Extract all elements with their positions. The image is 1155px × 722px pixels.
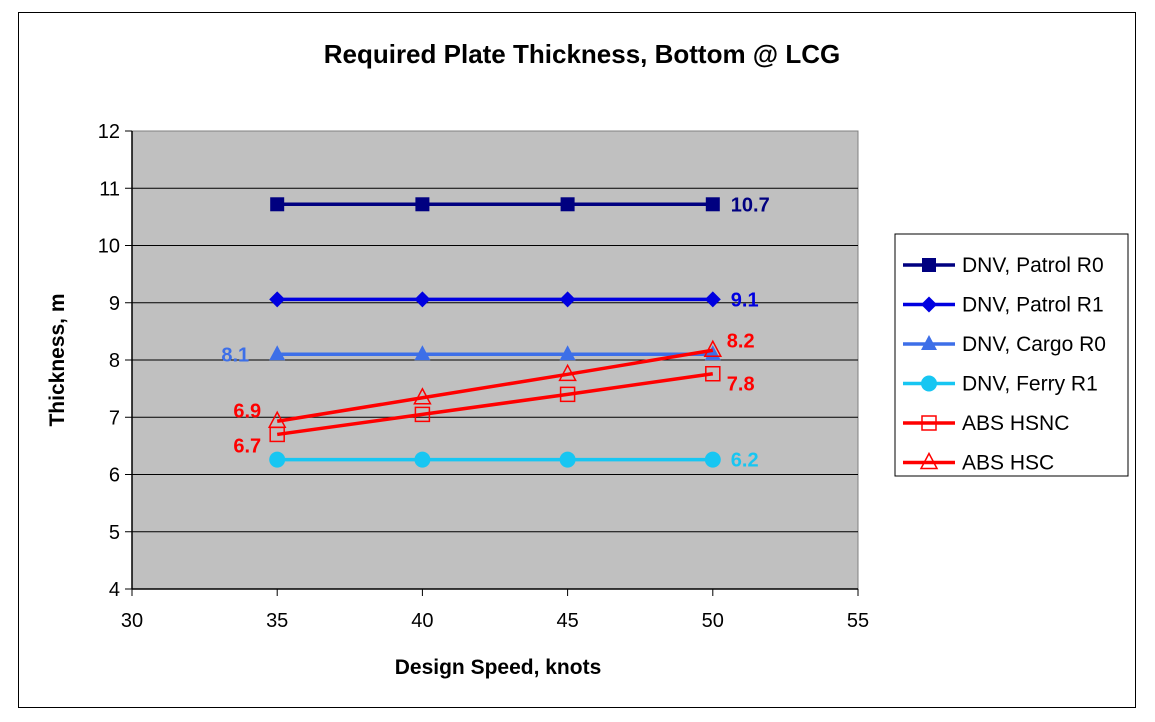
x-tick-label: 40 — [411, 610, 433, 632]
legend-box — [894, 233, 1129, 477]
data-point — [705, 197, 720, 212]
data-label: 6.9 — [233, 400, 261, 422]
legend-label: DNV, Ferry R1 — [962, 373, 1098, 396]
y-tick-label: 6 — [109, 465, 120, 487]
x-axis-title: Design Speed, knots — [395, 656, 602, 679]
legend-label: DNV, Cargo R0 — [962, 333, 1106, 356]
chart-title: Required Plate Thickness, Bottom @ LCG — [324, 39, 841, 69]
data-label: 7.8 — [727, 374, 755, 396]
data-point — [559, 451, 576, 468]
data-label: 9.1 — [731, 289, 759, 311]
y-tick-label: 4 — [109, 579, 120, 601]
x-tick-label: 50 — [702, 610, 724, 632]
y-tick-label: 11 — [99, 178, 120, 200]
legend-marker — [921, 335, 937, 350]
gridlines — [132, 187, 858, 533]
data-label: 10.7 — [731, 194, 770, 216]
data-label: 6.7 — [233, 435, 261, 457]
y-axis-title: Thickness, m — [46, 293, 69, 426]
data-point — [269, 291, 286, 308]
y-tick-label: 9 — [109, 293, 120, 315]
data-point — [415, 197, 430, 212]
y-tick-label: 12 — [98, 121, 120, 143]
legend-entry: DNV, Patrol R0 — [903, 254, 1104, 277]
series-2 — [269, 291, 721, 308]
x-tick-label: 35 — [266, 610, 288, 632]
data-point — [560, 197, 575, 212]
data-point — [414, 291, 431, 308]
legend-entry: DNV, Ferry R1 — [903, 373, 1098, 396]
series-line — [276, 348, 714, 423]
data-point — [705, 365, 721, 382]
data-point — [558, 363, 577, 382]
data-point — [269, 345, 286, 361]
data-point — [414, 406, 431, 423]
series-1 — [270, 197, 720, 212]
data-point — [559, 386, 576, 403]
legend-label: ABS HSC — [962, 452, 1054, 475]
data-point — [270, 197, 285, 212]
data-point — [703, 339, 723, 358]
legend-label: DNV, Patrol R1 — [962, 294, 1104, 317]
legend-label: ABS HSNC — [962, 412, 1069, 435]
legend-marker — [921, 415, 937, 431]
legend-label: DNV, Patrol R0 — [962, 254, 1104, 277]
data-point — [704, 291, 721, 308]
data-labels: 10.7 9.1 8.1 6.2 6.9 6.7 8.2 7.8 — [221, 194, 769, 471]
data-point — [414, 345, 431, 361]
series-line — [276, 372, 714, 437]
data-point — [559, 291, 576, 308]
data-label: 6.2 — [731, 450, 759, 472]
x-tick-label: 45 — [556, 610, 578, 632]
data-point — [267, 410, 287, 429]
legend-marker — [921, 375, 937, 392]
series-6 — [267, 339, 723, 429]
data-point — [559, 345, 576, 361]
legend-entry: DNV, Patrol R1 — [903, 294, 1104, 317]
y-tick-label: 10 — [98, 236, 120, 258]
data-point — [414, 451, 431, 468]
y-tick-label: 8 — [109, 350, 120, 372]
legend-marker — [919, 451, 939, 470]
data-point — [269, 451, 286, 468]
y-tick-label: 5 — [109, 522, 120, 544]
x-tick-label: 30 — [121, 610, 143, 632]
series-layer — [267, 197, 723, 468]
y-tick-label: 7 — [109, 407, 120, 429]
data-point — [413, 387, 432, 405]
data-label: 8.2 — [727, 330, 755, 352]
legend-entry: ABS HSNC — [903, 412, 1069, 435]
legend-marker — [921, 296, 937, 313]
legend-entry: ABS HSC — [903, 452, 1054, 475]
series-4 — [269, 451, 721, 468]
data-point — [704, 451, 721, 468]
legend: DNV, Patrol R0 DNV, Patrol R1 DNV, Cargo R… — [894, 233, 1129, 477]
x-tick-label: 55 — [847, 610, 869, 632]
series-5 — [269, 365, 721, 443]
data-label: 8.1 — [221, 344, 249, 366]
legend-entry: DNV, Cargo R0 — [903, 333, 1106, 356]
legend-marker — [922, 258, 936, 272]
